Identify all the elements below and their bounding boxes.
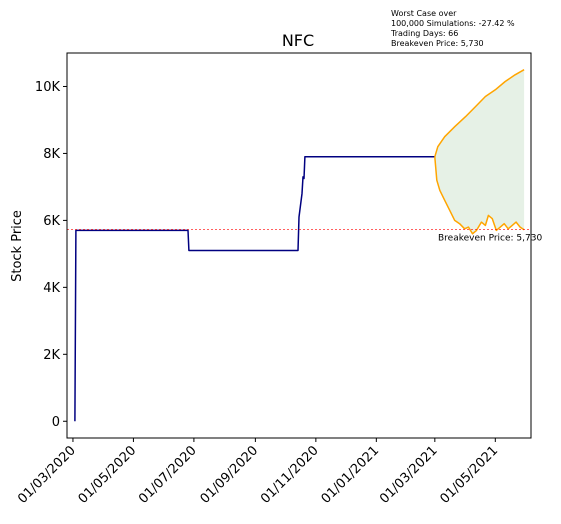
simulation-range-fill: [434, 69, 525, 234]
x-tick-label: 01/09/2020: [198, 443, 262, 507]
info-line: Breakeven Price: 5,730: [391, 39, 484, 48]
x-tick-label: 01/05/2021: [438, 443, 502, 507]
x-tick-label: 01/03/2020: [15, 443, 79, 507]
y-tick-label: 8K: [43, 147, 60, 162]
x-tick-label: 01/03/2021: [377, 443, 441, 507]
x-tick-label: 01/11/2020: [258, 443, 322, 507]
y-tick-label: 6K: [43, 214, 60, 229]
plot-frame: [66, 52, 532, 439]
chart-title: NFC: [282, 31, 314, 50]
info-line: Trading Days: 66: [390, 29, 458, 38]
info-line: Worst Case over: [391, 9, 457, 18]
y-axis: 0 2K 4K 6K 8K 10K: [35, 80, 67, 430]
x-tick-label: 01/07/2020: [136, 443, 200, 507]
y-tick-label: 4K: [43, 281, 60, 296]
price-lines: [74, 69, 525, 422]
x-axis: 01/03/202001/05/202001/07/202001/09/2020…: [15, 438, 501, 507]
breakeven-label: Breakeven Price: 5,730: [438, 233, 542, 243]
upper-bound-line: [434, 69, 525, 158]
lower-bound-line: [434, 156, 525, 235]
breakeven-line-group: Breakeven Price: 5,730: [67, 229, 542, 243]
x-tick-label: 01/01/2021: [319, 443, 383, 507]
x-tick-label: 01/05/2020: [76, 443, 140, 507]
info-line: 100,000 Simulations: -27.42 %: [391, 19, 515, 28]
historical-line: [74, 156, 435, 422]
y-tick-label: 10K: [35, 80, 61, 95]
y-axis-title: Stock Price: [10, 210, 25, 282]
y-tick-label: 2K: [43, 348, 60, 363]
y-tick-label: 0: [52, 415, 60, 430]
simulation-fill-area: [434, 69, 525, 234]
